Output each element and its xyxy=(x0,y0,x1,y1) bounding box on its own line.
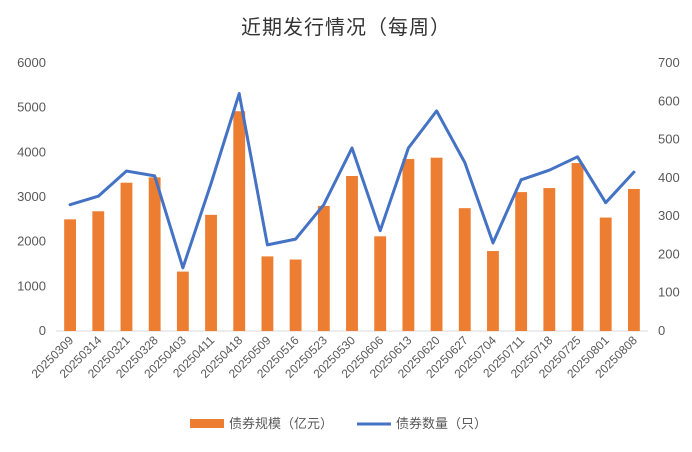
bar xyxy=(543,188,556,331)
bar-series xyxy=(64,111,640,332)
bar xyxy=(515,192,528,331)
legend-label: 债券数量（只） xyxy=(396,416,487,432)
y-left-tick-label: 6000 xyxy=(17,55,46,70)
bar xyxy=(120,182,133,331)
line-series xyxy=(68,92,636,270)
bar xyxy=(487,251,499,331)
bar xyxy=(176,271,189,331)
bar xyxy=(233,111,246,332)
bar xyxy=(261,256,274,331)
y-left-tick-label: 4000 xyxy=(17,144,46,159)
bar xyxy=(205,214,217,331)
legend: 债券规模（亿元） 债券数量（只） xyxy=(190,416,487,432)
bar xyxy=(317,205,330,331)
bar xyxy=(64,219,77,331)
bar xyxy=(402,159,415,331)
bar xyxy=(346,176,358,331)
y-right-tick-label: 400 xyxy=(658,170,680,185)
bar xyxy=(627,188,640,331)
y-right-tick-label: 300 xyxy=(658,208,680,223)
y-right-tick-label: 600 xyxy=(658,93,680,108)
y-left-tick-label: 1000 xyxy=(17,278,46,293)
y-left-tick-label: 0 xyxy=(39,323,46,338)
bar xyxy=(374,236,387,331)
bar xyxy=(599,217,612,331)
y-left-tick-label: 5000 xyxy=(17,100,46,115)
bar xyxy=(458,208,471,331)
y-left-tick-label: 2000 xyxy=(17,234,46,249)
bar xyxy=(92,211,105,331)
bar xyxy=(289,259,302,331)
chart-title: 近期发行情况（每周） xyxy=(241,15,451,39)
y-right-tick-label: 0 xyxy=(658,323,665,338)
series-line xyxy=(68,92,636,270)
y-right-tick-label: 100 xyxy=(658,285,680,300)
y-left-tick-label: 3000 xyxy=(17,189,46,204)
legend-label: 债券规模（亿元） xyxy=(229,416,333,432)
bar xyxy=(148,177,161,331)
legend-swatch-bar xyxy=(190,419,224,428)
bar xyxy=(571,163,584,331)
y-right-tick-label: 500 xyxy=(658,132,680,147)
y-right-tick-label: 700 xyxy=(658,55,680,70)
bar xyxy=(430,157,443,331)
y-right-tick-label: 200 xyxy=(658,246,680,261)
